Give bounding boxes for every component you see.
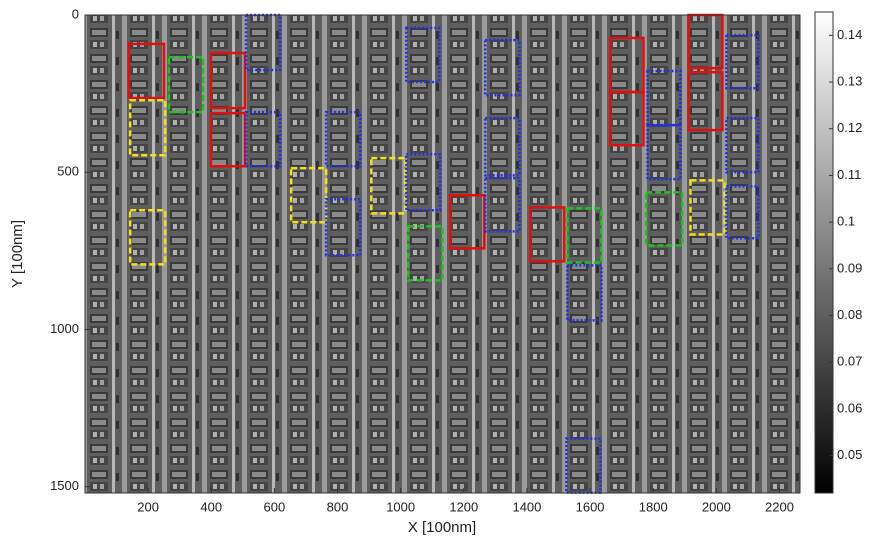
x-tick-label: 1800 [639,499,668,514]
x-tick-label: 400 [200,499,222,514]
highlight-box [725,116,760,174]
colorbar [814,11,834,494]
colorbar-tick-label: 0.11 [837,167,861,182]
highlight-box [646,123,682,181]
highlight-box [609,90,645,147]
colorbar-tick-label: 0.12 [837,120,862,135]
highlight-box [209,51,247,110]
colorbar-tick-label: 0.08 [837,307,862,322]
highlight-box [448,193,486,250]
highlight-box [689,179,726,236]
highlight-box [566,207,603,264]
x-tick-label: 1200 [449,499,478,514]
axes-frame [84,14,801,494]
colorbar-tick-label: 0.06 [837,400,862,415]
y-axis-label: Y [100nm] [9,220,26,288]
highlight-box [725,185,760,240]
highlight-box [405,26,441,84]
y-tick-label: 1500 [50,478,79,493]
colorbar-tick-label: 0.09 [837,260,862,275]
highlight-box [324,198,362,257]
y-tick-label: 500 [57,164,79,179]
x-axis-label: X [100nm] [408,519,476,536]
highlight-box [244,110,282,168]
x-tick-label: 1400 [512,499,541,514]
highlight-box [725,33,760,90]
highlight-box [405,153,442,212]
x-tick-label: 2200 [765,499,794,514]
highlight-box [324,110,362,168]
x-tick-label: 800 [327,499,349,514]
highlight-box [127,42,166,100]
x-tick-label: 2000 [702,499,731,514]
x-tick-label: 600 [264,499,286,514]
highlight-box [646,69,682,127]
y-tick-label: 0 [72,6,79,21]
highlight-box [566,264,603,322]
y-tick-label: 1000 [50,321,79,336]
highlight-box [484,116,521,177]
highlight-box [484,176,521,233]
colorbar-tick-label: 0.13 [837,73,862,88]
highlight-box [484,38,521,97]
highlight-box [406,225,444,282]
colorbar-tick-label: 0.07 [837,354,862,369]
image [85,15,800,493]
x-tick-label: 1600 [576,499,605,514]
colorbar-tick-label: 0.05 [837,447,862,462]
colorbar-tick-label: 0.14 [837,27,862,42]
highlight-box [529,206,566,263]
x-tick-label: 1000 [386,499,415,514]
x-tick-label: 200 [137,499,159,514]
colorbar-tick-label: 0.1 [837,214,855,229]
highlight-box [687,70,724,132]
